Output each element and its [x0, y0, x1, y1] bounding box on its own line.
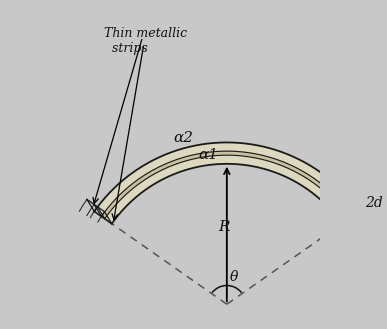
- Text: θ: θ: [230, 270, 238, 284]
- Text: Thin metallic
  strips: Thin metallic strips: [104, 27, 187, 56]
- Text: α2: α2: [173, 131, 193, 145]
- Text: 2d: 2d: [365, 196, 382, 210]
- Polygon shape: [101, 151, 352, 219]
- Text: α1: α1: [199, 148, 219, 162]
- Polygon shape: [94, 142, 360, 216]
- Polygon shape: [105, 155, 349, 224]
- Text: R: R: [218, 220, 229, 234]
